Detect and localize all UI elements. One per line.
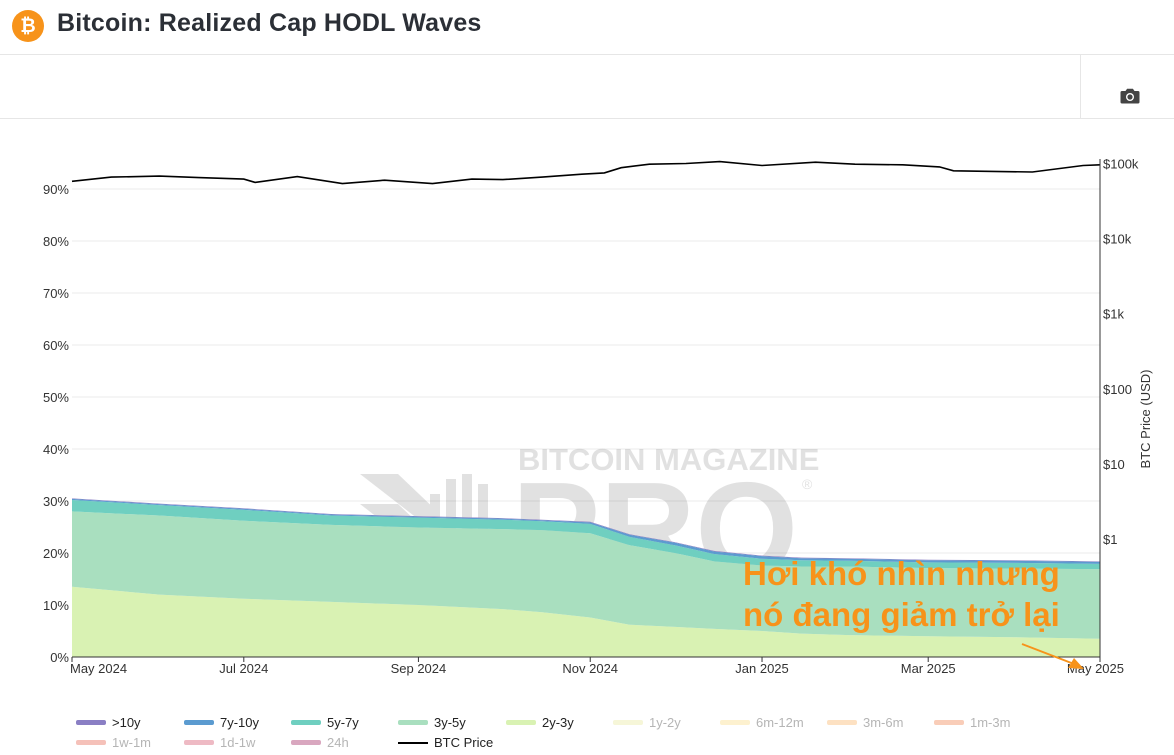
legend-item-1y2y[interactable]: 1y-2y	[613, 715, 681, 730]
y-tick-label: 30%	[43, 494, 69, 509]
legend-swatch	[613, 720, 643, 725]
legend-label: >10y	[112, 715, 141, 730]
legend-label: 7y-10y	[220, 715, 260, 730]
legend-item-3y5y[interactable]: 3y-5y	[398, 715, 466, 730]
legend-item-5y7y[interactable]: 5y-7y	[291, 715, 359, 730]
legend-label: 5y-7y	[327, 715, 359, 730]
annotation-line-1: Hơi khó nhìn nhưng	[743, 555, 1060, 592]
legend-item-24h[interactable]: 24h	[291, 735, 349, 750]
x-tick-label: May 2025	[1067, 661, 1124, 676]
y-tick-label: 20%	[43, 546, 69, 561]
legend-label: 1m-3m	[970, 715, 1011, 730]
legend-swatch	[827, 720, 857, 725]
legend-item-7y10y[interactable]: 7y-10y	[184, 715, 259, 730]
y2-tick-label: $1	[1103, 532, 1117, 547]
legend-label: 1w-1m	[112, 735, 152, 750]
y-tick-label: 80%	[43, 234, 69, 249]
legend-item-6m12m[interactable]: 6m-12m	[720, 715, 804, 730]
x-tick-label: Sep 2024	[391, 661, 447, 676]
legend-item-10y[interactable]: >10y	[76, 715, 141, 730]
legend-item-1m3m[interactable]: 1m-3m	[934, 715, 1010, 730]
x-tick-label: Jul 2024	[219, 661, 268, 676]
btc-price-layer	[71, 160, 1101, 185]
y2-axis-title: BTC Price (USD)	[1138, 370, 1153, 469]
legend-label: 3m-6m	[863, 715, 904, 730]
x-tick-label: Mar 2025	[901, 661, 956, 676]
legend-swatch	[934, 720, 964, 725]
legend-swatch	[720, 720, 750, 725]
chart-legend: >10y 7y-10y 5y-7y 3y-5y 2y-3y 1y-2y 6m-12m 3m-6…	[0, 712, 1174, 755]
area-2y3y	[72, 586, 1100, 657]
legend-label: 6m-12m	[756, 715, 804, 730]
x-tick-label: Nov 2024	[562, 661, 618, 676]
annotation-arrow-head	[1068, 658, 1084, 669]
watermark-registered-mark: ®	[802, 476, 813, 492]
watermark-top-text: BITCOIN MAGAZINE	[518, 442, 819, 477]
legend-item-1w1m[interactable]: 1w-1m	[76, 735, 151, 750]
y-tick-label: 40%	[43, 442, 69, 457]
legend-swatch	[184, 720, 214, 725]
area-3y5y	[72, 511, 1100, 639]
legend-swatch	[291, 720, 321, 725]
y2-tick-label: $10	[1103, 457, 1125, 472]
legend-item-btcprice[interactable]: BTC Price	[398, 735, 493, 750]
camera-icon[interactable]	[1118, 84, 1142, 108]
chart-areas	[72, 498, 1100, 657]
legend-item-3m6m[interactable]: 3m-6m	[827, 715, 903, 730]
x-tick-label: May 2024	[70, 661, 127, 676]
annotation-arrow-line	[1021, 643, 1075, 665]
y-tick-label: 10%	[43, 598, 69, 613]
y2-tick-label: $100k	[1103, 157, 1139, 172]
annotation: Hơi khó nhìn nhưng nó đang giảm trở lại	[743, 555, 1084, 669]
legend-swatch	[76, 720, 106, 725]
bitcoin-logo-icon: ₿	[12, 10, 44, 42]
chart-axes: 0% 10% 20% 30% 40% 50% 60% 70% 80% 90% $1 $10 $100 $1…	[43, 157, 1153, 677]
y-tick-label: 50%	[43, 390, 69, 405]
page-title: Bitcoin: Realized Cap HODL Waves	[57, 9, 482, 37]
legend-label: 1d-1w	[220, 735, 256, 750]
area-7y10y	[72, 498, 1100, 564]
x-tick-label: Jan 2025	[735, 661, 789, 676]
y2-tick-label: $100	[1103, 382, 1132, 397]
legend-swatch	[76, 740, 106, 745]
y2-tick-label: $10k	[1103, 232, 1132, 247]
legend-swatch	[398, 720, 428, 725]
legend-label: 2y-3y	[542, 715, 574, 730]
y2-tick-label: $1k	[1103, 307, 1124, 322]
legend-item-2y3y[interactable]: 2y-3y	[506, 715, 574, 730]
area-5y7y	[72, 499, 1100, 570]
legend-swatch	[398, 741, 428, 744]
legend-swatch	[291, 740, 321, 745]
btc-price-line	[71, 160, 1101, 185]
legend-label: 3y-5y	[434, 715, 466, 730]
hodl-waves-chart[interactable]: BITCOIN MAGAZINE PRO ® 0%10%20%30%40%50%…	[0, 119, 1174, 709]
legend-swatch	[506, 720, 536, 725]
y-tick-label: 60%	[43, 338, 69, 353]
area-10y	[72, 498, 1100, 562]
legend-swatch	[184, 740, 214, 745]
toolbar-divider	[1080, 55, 1081, 118]
y-tick-label: 70%	[43, 286, 69, 301]
annotation-line-2: nó đang giảm trở lại	[743, 596, 1060, 633]
legend-item-1d1w[interactable]: 1d-1w	[184, 735, 255, 750]
legend-label: BTC Price	[434, 735, 494, 750]
chart-toolbar	[0, 55, 1174, 119]
y-tick-label: 0%	[50, 650, 69, 665]
page-header: ₿ Bitcoin: Realized Cap HODL Waves	[0, 0, 1174, 55]
legend-label: 1y-2y	[649, 715, 681, 730]
y-tick-label: 90%	[43, 182, 69, 197]
legend-label: 24h	[327, 735, 349, 750]
